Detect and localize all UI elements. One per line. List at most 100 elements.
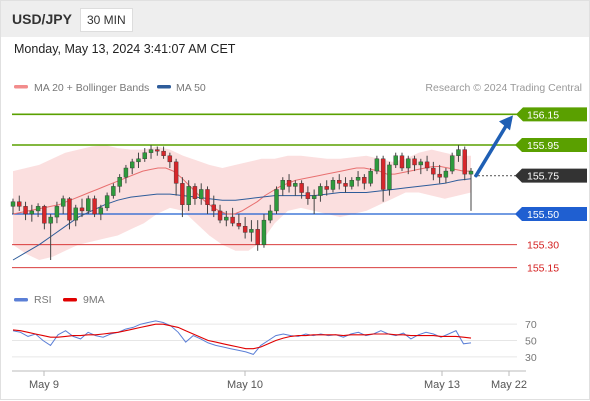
candle-body (230, 216, 235, 224)
level-155-95-tag (515, 138, 587, 152)
candle-body (148, 149, 154, 153)
ma50-legend-swatch (157, 85, 171, 89)
price-levels (12, 113, 517, 269)
bollinger-legend-label: MA 20 + Bollinger Bands (34, 82, 149, 94)
candle-body (387, 164, 392, 190)
rsi-tick-50: 50 (525, 336, 537, 348)
candle-body (274, 189, 279, 212)
candle-body (261, 219, 267, 245)
bollinger-legend-swatch (14, 85, 28, 89)
level-156-15-label: 156.15 (527, 109, 559, 121)
rsi-ma-legend-swatch (63, 298, 77, 302)
level-155-30-label: 155.30 (527, 240, 559, 252)
level-155-95-label: 155.95 (527, 140, 559, 152)
candle-body (412, 158, 417, 166)
candle-body (255, 229, 260, 245)
candle-body (142, 152, 147, 160)
candle-body (236, 222, 242, 227)
candle-body (192, 186, 198, 199)
candle-body (468, 170, 474, 175)
candle-body (380, 158, 386, 190)
rsi-legend-label: RSI (34, 294, 52, 306)
ma20-line (12, 166, 471, 215)
candle-body (330, 180, 336, 190)
candle-body (92, 198, 97, 215)
candle-body (424, 161, 430, 169)
x-axis: May 9 May 10 May 13 May 22 (29, 371, 527, 391)
candle-body (10, 201, 16, 207)
symbol-label: USD/JPY (12, 11, 72, 27)
forecast-arrowhead (499, 115, 513, 131)
candle-body (23, 206, 28, 215)
candle-body (355, 176, 361, 181)
candle-body (123, 167, 129, 178)
candle-body (374, 158, 380, 172)
candle-body (155, 149, 160, 152)
candle-body (449, 155, 455, 172)
candle-body (324, 186, 329, 190)
rsi-ma-line (12, 323, 472, 350)
x-tick-label: May 9 (29, 379, 59, 391)
ma50-legend-label: MA 50 (176, 82, 206, 94)
candle-body (79, 207, 85, 212)
rsi-panel: 70 50 30 (12, 319, 537, 364)
timeframe-button[interactable]: 30 MIN (80, 8, 133, 32)
candle-body (48, 216, 53, 224)
candle-body (17, 201, 22, 207)
candle-body (167, 155, 173, 163)
header-bar: USD/JPY 30 MIN (1, 1, 589, 37)
candle-body (343, 183, 348, 187)
candle-body (117, 176, 122, 187)
candle-body (211, 204, 216, 212)
candle-body (60, 198, 66, 207)
candle-body (293, 183, 298, 187)
candle-body (368, 170, 373, 184)
level-155-75-label: 155.75 (527, 171, 559, 183)
candle-body (268, 210, 273, 221)
rsi-tick-30: 30 (525, 352, 537, 364)
credit-label: Research © 2024 Trading Central (425, 82, 582, 94)
candle-body (205, 189, 210, 205)
candle-body (186, 186, 191, 205)
candle-body (42, 206, 47, 224)
datetime-label: Monday, May 13, 2024 3:41:07 AM CET (14, 42, 236, 56)
rsi-tick-70: 70 (525, 319, 537, 331)
moving-averages (12, 166, 472, 261)
rsi-ma-legend-label: 9MA (83, 294, 105, 306)
candle-body (406, 158, 411, 169)
candle-body (224, 216, 229, 221)
candle-body (111, 186, 116, 196)
rsi-line (12, 320, 472, 355)
candle-body (286, 180, 292, 187)
candle-body (173, 161, 179, 184)
candle-body (35, 206, 41, 212)
candle-body (217, 210, 223, 221)
candle-body (242, 226, 248, 233)
candle-body (399, 155, 405, 169)
candle-body (249, 229, 254, 233)
candle-body (462, 149, 467, 175)
candle-body (136, 158, 141, 163)
candle-body (67, 198, 72, 221)
candle-body (104, 195, 110, 209)
candle-body (86, 198, 91, 212)
candle-body (337, 180, 342, 184)
candle-body (362, 176, 367, 184)
level-155-75-tag (515, 168, 587, 183)
candle-body (456, 149, 461, 156)
candle-body (280, 180, 285, 190)
ma50-line (12, 178, 472, 261)
candlesticks (10, 145, 474, 260)
level-155-15-label: 155.15 (527, 263, 559, 275)
candle-body (199, 189, 204, 199)
x-tick-label: May 13 (424, 379, 460, 391)
level-155-50-tag (515, 207, 587, 221)
candle-body (73, 207, 78, 221)
candle-body (437, 173, 442, 178)
candle-body (161, 150, 166, 156)
level-155-50-label: 155.50 (527, 209, 559, 221)
candle-body (54, 206, 60, 218)
candle-body (418, 161, 424, 166)
x-tick-label: May 10 (227, 379, 263, 391)
